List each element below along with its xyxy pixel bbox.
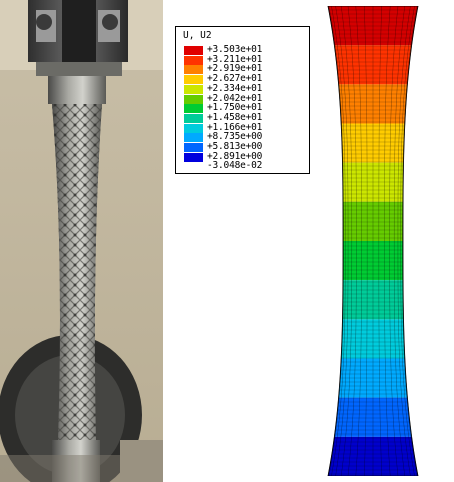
legend-swatch	[184, 123, 203, 133]
contour-band	[334, 45, 412, 85]
contour-legend: U, U2 +3.503e+01 +3.211e+01 +2.919e+01 +2.6…	[175, 26, 310, 174]
legend-swatch	[184, 104, 203, 114]
mesh-line	[378, 6, 383, 476]
legend-swatch	[184, 133, 203, 143]
contour-band	[328, 436, 418, 476]
model-outline	[327, 6, 419, 476]
legend-swatch	[184, 75, 203, 85]
mesh-line	[400, 6, 415, 476]
mesh-line	[384, 6, 391, 476]
legend-label: +8.735e+00	[207, 131, 263, 143]
legend-label: +3.503e+01	[207, 44, 263, 55]
contour-band	[342, 280, 404, 320]
legend-swatch	[184, 65, 203, 75]
mesh-line	[397, 6, 411, 476]
legend-swatch	[184, 94, 203, 104]
legend-label: +5.813e+00	[207, 141, 263, 152]
contour-band	[338, 358, 408, 398]
contour-band	[334, 397, 412, 437]
legend-label: +3.211e+01	[207, 53, 263, 65]
mesh-line	[355, 6, 362, 476]
legend-swatch	[184, 84, 203, 94]
contour-band	[342, 241, 404, 281]
mesh-line	[393, 6, 406, 476]
legend-label: -3.048e-02	[207, 160, 263, 172]
legend-swatch	[184, 113, 203, 123]
legend-swatch	[184, 143, 203, 152]
legend-label: +2.627e+01	[207, 73, 263, 85]
mesh-line	[335, 6, 349, 476]
legend-swatch	[184, 152, 203, 162]
specimen-photo	[0, 0, 163, 482]
mesh-line	[347, 6, 357, 476]
contour-band	[338, 84, 408, 124]
legend-title: U, U2	[183, 30, 212, 41]
mesh-line	[389, 6, 399, 476]
mesh-line	[331, 6, 346, 476]
contour-band	[328, 6, 418, 46]
fe-model-contour	[327, 6, 419, 476]
legend-label: +2.334e+01	[207, 82, 263, 94]
mesh-line	[402, 6, 418, 476]
legend-swatch	[184, 55, 203, 65]
legend-label: +2.042e+01	[207, 92, 263, 104]
legend-label: +1.458e+01	[207, 111, 263, 123]
mesh-line	[363, 6, 368, 476]
contour-band	[341, 123, 405, 163]
legend-label: +2.919e+01	[207, 63, 263, 75]
mesh-line	[328, 6, 344, 476]
contour-band	[342, 201, 404, 241]
contour-band	[342, 162, 404, 202]
legend-label: +1.166e+01	[207, 121, 263, 133]
contour-band	[341, 319, 405, 359]
legend-swatch	[184, 46, 203, 55]
legend-label: +2.891e+00	[207, 150, 263, 162]
mesh-line	[340, 6, 353, 476]
legend-label: +1.750e+01	[207, 102, 263, 114]
